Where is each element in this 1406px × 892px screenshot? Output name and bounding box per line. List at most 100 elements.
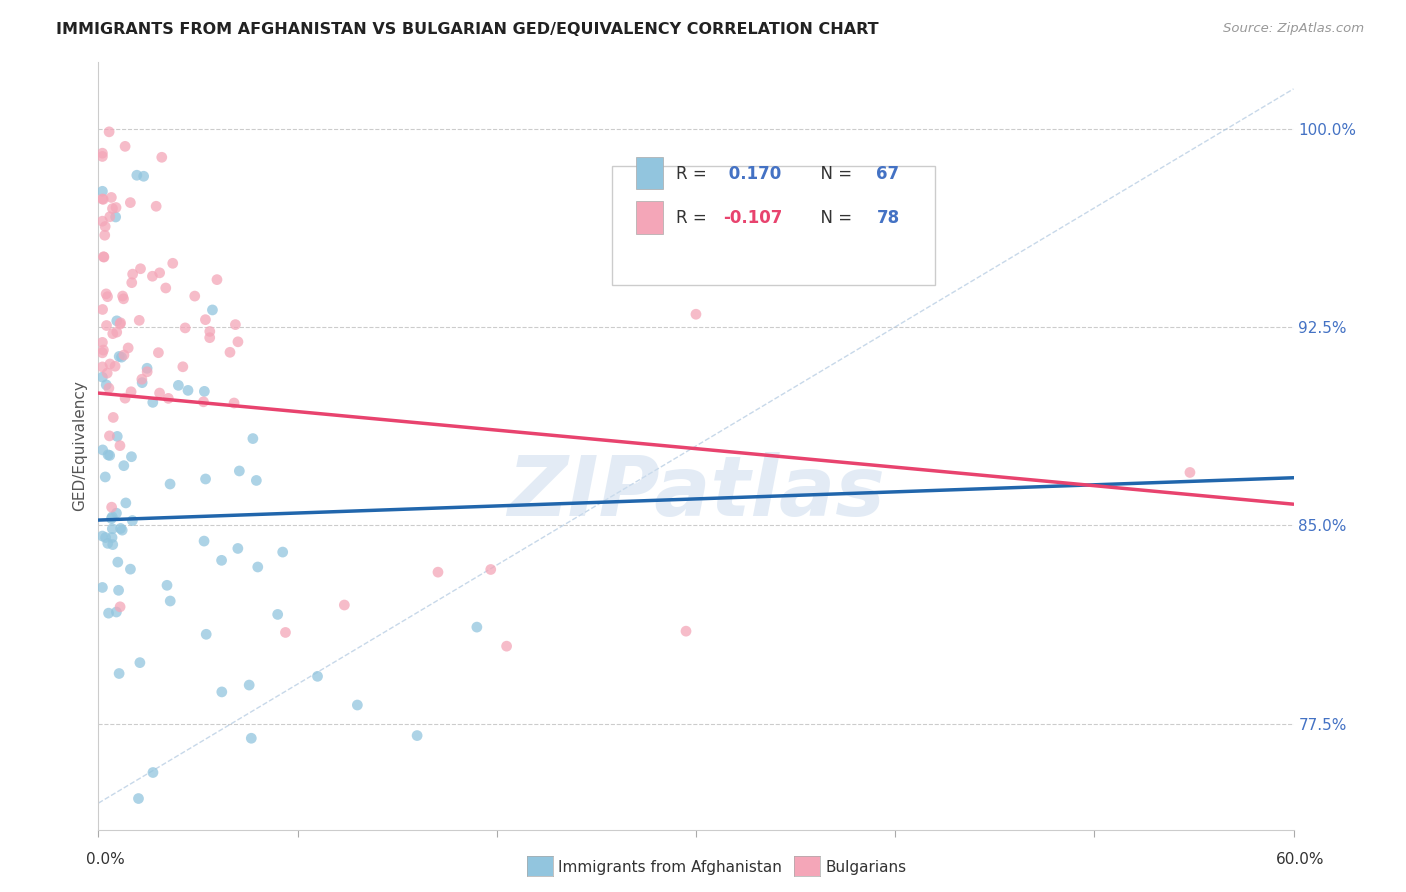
Point	[148, 386, 170, 401]
Point	[96, 290, 118, 304]
Point	[91, 359, 114, 374]
Point	[101, 202, 124, 216]
Point	[159, 477, 181, 491]
Point	[242, 432, 264, 446]
Point	[98, 429, 121, 443]
Point	[91, 146, 114, 161]
Point	[94, 531, 117, 545]
Point	[108, 317, 131, 331]
Point	[94, 219, 117, 234]
Point	[110, 350, 132, 364]
Point	[136, 365, 159, 379]
Point	[675, 624, 697, 639]
Text: 67: 67	[876, 165, 900, 183]
Point	[98, 125, 121, 139]
Point	[226, 541, 249, 556]
Point	[174, 321, 197, 335]
Text: R =: R =	[676, 165, 711, 183]
Point	[131, 376, 153, 390]
Point	[245, 474, 267, 488]
Point	[156, 578, 179, 592]
Point	[1178, 466, 1201, 480]
Point	[222, 396, 245, 410]
Point	[104, 359, 127, 374]
Point	[94, 228, 117, 243]
Point	[271, 545, 294, 559]
Point	[114, 391, 136, 405]
Point	[120, 195, 142, 210]
Point	[117, 341, 139, 355]
Point	[479, 562, 502, 576]
Point	[97, 606, 120, 620]
Point	[155, 281, 177, 295]
Point	[101, 522, 124, 536]
Point	[105, 314, 128, 328]
Point	[111, 523, 134, 537]
Point	[93, 343, 115, 357]
Point	[141, 269, 163, 284]
Point	[121, 267, 143, 281]
Y-axis label: GED/Equivalency: GED/Equivalency	[72, 381, 87, 511]
Text: IMMIGRANTS FROM AFGHANISTAN VS BULGARIAN GED/EQUIVALENCY CORRELATION CHART: IMMIGRANTS FROM AFGHANISTAN VS BULGARIAN…	[56, 22, 879, 37]
Point	[112, 458, 135, 473]
Text: 0.0%: 0.0%	[86, 852, 125, 867]
Point	[91, 302, 114, 317]
Point	[149, 266, 172, 280]
Point	[211, 685, 233, 699]
Point	[105, 429, 128, 443]
Point	[91, 335, 114, 350]
Point	[91, 346, 114, 360]
Point	[205, 272, 228, 286]
Point	[100, 511, 122, 525]
Point	[96, 377, 118, 392]
Point	[193, 384, 215, 399]
Point	[148, 345, 170, 359]
Point	[120, 384, 142, 399]
Point	[198, 331, 221, 345]
Point	[120, 562, 142, 576]
Point	[105, 605, 128, 619]
Point	[93, 250, 115, 264]
Point	[142, 395, 165, 409]
Text: ZIPatlas: ZIPatlas	[508, 451, 884, 533]
Point	[96, 318, 118, 333]
Point	[177, 384, 200, 398]
Point	[91, 184, 114, 198]
Point	[114, 139, 136, 153]
Point	[97, 536, 120, 550]
Text: Source: ZipAtlas.com: Source: ZipAtlas.com	[1223, 22, 1364, 36]
Point	[128, 656, 150, 670]
Point	[211, 553, 233, 567]
Point	[193, 534, 215, 549]
Point	[112, 348, 135, 362]
Point	[97, 381, 120, 395]
Point	[108, 350, 131, 364]
Point	[120, 450, 142, 464]
Text: -0.107: -0.107	[724, 209, 783, 227]
Point	[98, 357, 121, 371]
Point	[94, 286, 117, 301]
Point	[98, 210, 121, 224]
Point	[103, 410, 125, 425]
Point	[167, 378, 190, 392]
Point	[219, 345, 242, 359]
Point	[495, 639, 517, 653]
Point	[111, 289, 134, 303]
Point	[201, 302, 224, 317]
Point	[346, 698, 368, 712]
Point	[150, 150, 173, 164]
Point	[91, 529, 114, 543]
Point	[224, 318, 246, 332]
Point	[104, 210, 127, 224]
Point	[91, 214, 114, 228]
Point	[198, 325, 221, 339]
Text: 78: 78	[876, 209, 900, 227]
Point	[107, 583, 129, 598]
Point	[307, 669, 329, 683]
Text: N =: N =	[810, 165, 856, 183]
Point	[97, 448, 120, 462]
Point	[105, 201, 128, 215]
Point	[246, 560, 269, 574]
Point	[226, 334, 249, 349]
Text: R =: R =	[676, 209, 711, 227]
